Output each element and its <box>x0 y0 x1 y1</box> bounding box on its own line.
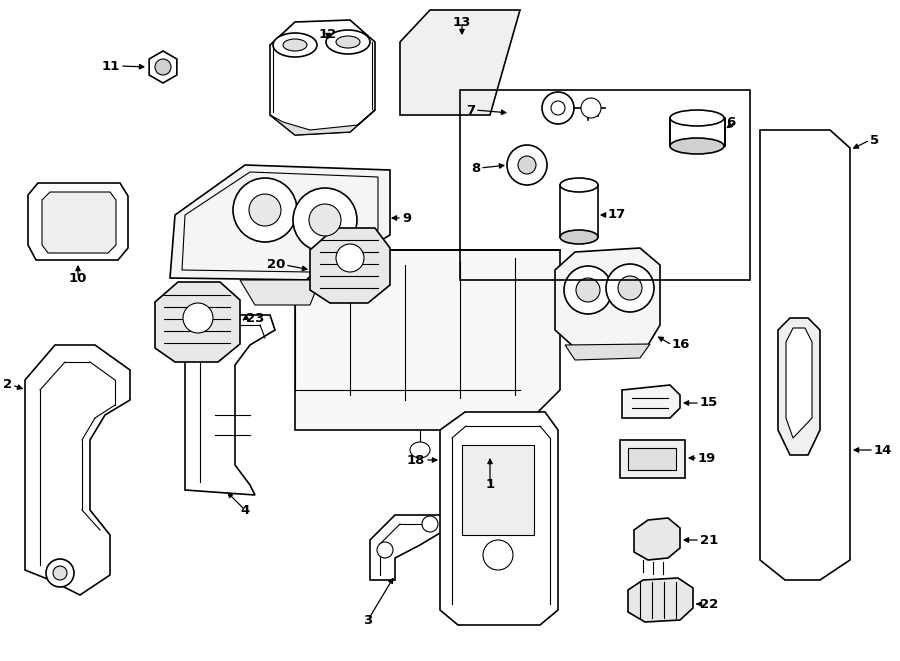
Ellipse shape <box>377 542 393 558</box>
Text: 10: 10 <box>68 272 87 284</box>
Text: 20: 20 <box>266 258 285 272</box>
Ellipse shape <box>283 39 307 51</box>
Ellipse shape <box>422 516 438 532</box>
Text: 16: 16 <box>672 338 690 352</box>
Text: 1: 1 <box>485 479 495 492</box>
Text: 15: 15 <box>700 397 718 410</box>
Text: 22: 22 <box>700 598 718 611</box>
Polygon shape <box>270 20 375 135</box>
Ellipse shape <box>551 101 565 115</box>
Polygon shape <box>155 282 240 362</box>
Polygon shape <box>170 165 390 280</box>
Bar <box>460 90 750 280</box>
Text: 8: 8 <box>471 161 480 175</box>
Text: 2: 2 <box>3 379 12 391</box>
Polygon shape <box>555 248 660 348</box>
Ellipse shape <box>606 264 654 312</box>
Ellipse shape <box>483 540 513 570</box>
Polygon shape <box>25 345 130 595</box>
Text: 21: 21 <box>700 533 718 547</box>
Text: 3: 3 <box>364 613 373 627</box>
Polygon shape <box>295 250 560 430</box>
Polygon shape <box>310 228 390 303</box>
Ellipse shape <box>183 303 213 333</box>
Polygon shape <box>760 130 850 580</box>
Bar <box>670 118 725 146</box>
Ellipse shape <box>336 36 360 48</box>
Polygon shape <box>240 280 320 305</box>
Text: 12: 12 <box>319 28 338 42</box>
Ellipse shape <box>576 278 600 302</box>
Text: 6: 6 <box>725 116 735 128</box>
Ellipse shape <box>564 266 612 314</box>
Ellipse shape <box>560 178 598 192</box>
Ellipse shape <box>507 145 547 185</box>
Polygon shape <box>786 328 812 438</box>
Bar <box>462 445 534 535</box>
Text: 4: 4 <box>240 504 249 516</box>
Polygon shape <box>149 51 177 83</box>
Ellipse shape <box>53 566 67 580</box>
Polygon shape <box>628 578 693 622</box>
Text: 19: 19 <box>698 451 716 465</box>
Ellipse shape <box>293 188 357 252</box>
Ellipse shape <box>618 276 642 300</box>
Text: 14: 14 <box>874 444 893 457</box>
Ellipse shape <box>410 442 430 458</box>
Polygon shape <box>270 110 375 135</box>
Polygon shape <box>634 518 680 560</box>
Ellipse shape <box>518 156 536 174</box>
Polygon shape <box>28 183 128 260</box>
Bar <box>628 448 676 470</box>
Text: 7: 7 <box>466 104 475 116</box>
Polygon shape <box>400 10 520 115</box>
Ellipse shape <box>560 230 598 244</box>
Ellipse shape <box>309 204 341 236</box>
Polygon shape <box>42 192 116 253</box>
Ellipse shape <box>249 194 281 226</box>
Polygon shape <box>565 344 650 360</box>
Ellipse shape <box>336 244 364 272</box>
Ellipse shape <box>46 559 74 587</box>
Bar <box>620 440 685 478</box>
Ellipse shape <box>542 92 574 124</box>
Polygon shape <box>185 315 275 495</box>
Polygon shape <box>778 318 820 455</box>
Text: 13: 13 <box>453 15 472 28</box>
Ellipse shape <box>326 30 370 54</box>
Polygon shape <box>370 515 445 580</box>
Text: 18: 18 <box>407 453 425 467</box>
Polygon shape <box>622 385 680 418</box>
Polygon shape <box>440 412 558 625</box>
Text: 11: 11 <box>102 59 120 73</box>
Text: 9: 9 <box>402 212 411 225</box>
Ellipse shape <box>581 98 601 118</box>
Ellipse shape <box>670 138 724 154</box>
Bar <box>560 185 598 237</box>
Ellipse shape <box>155 59 171 75</box>
Text: 23: 23 <box>246 311 265 325</box>
Ellipse shape <box>670 110 724 126</box>
Text: 5: 5 <box>870 134 879 147</box>
Text: 17: 17 <box>608 208 626 221</box>
Ellipse shape <box>233 178 297 242</box>
Ellipse shape <box>273 33 317 57</box>
